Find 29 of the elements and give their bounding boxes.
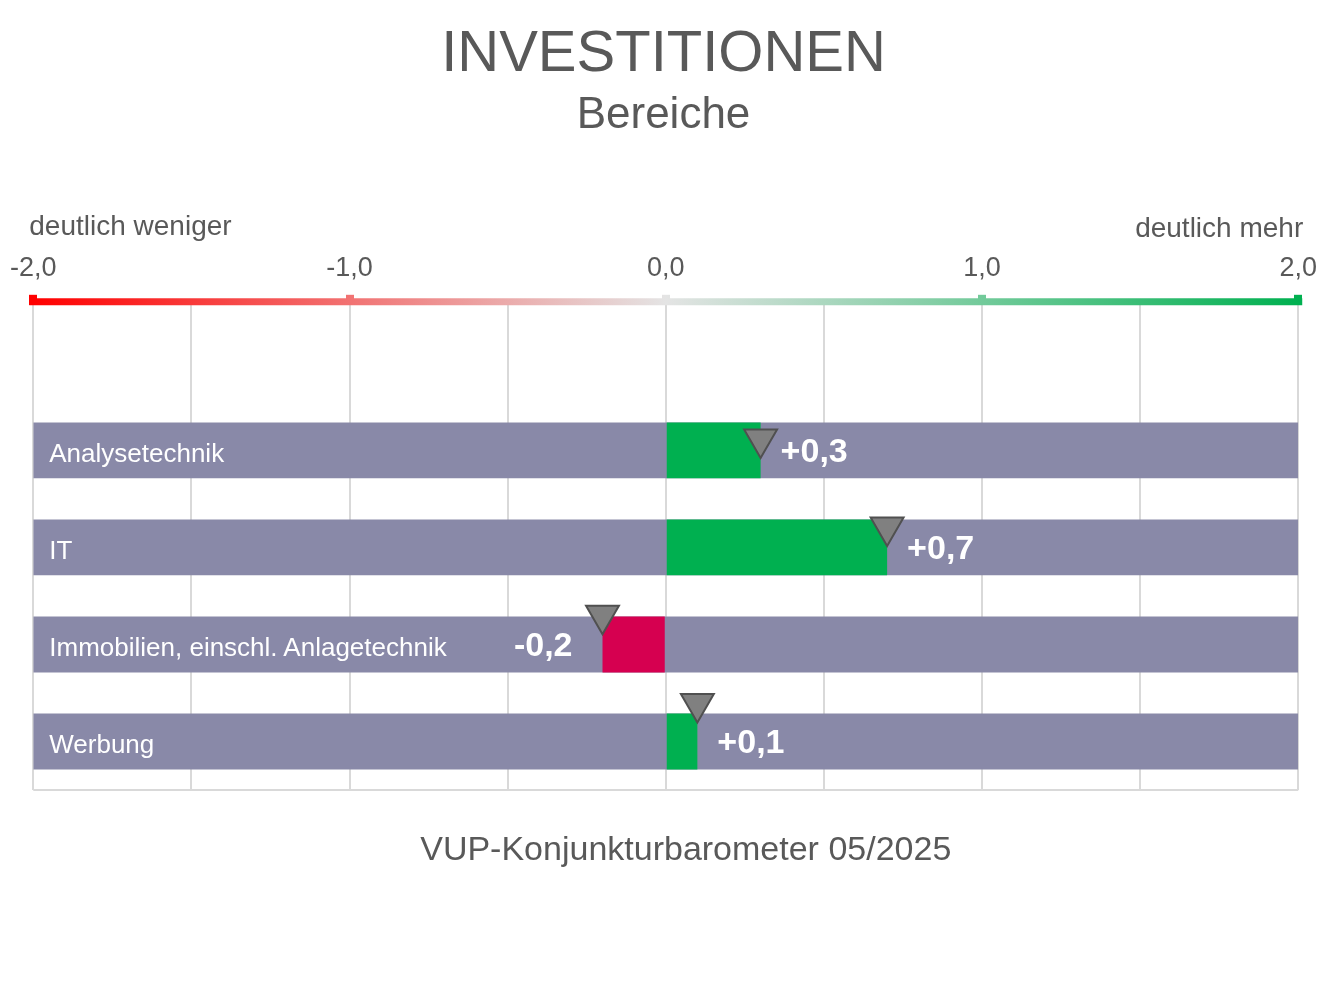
text: deutlich weniger	[29, 209, 232, 241]
bar	[666, 422, 761, 479]
data-label: +0,7	[907, 527, 975, 566]
x-tick-label: -1,0	[326, 252, 373, 283]
y-tick-label: Immobilien, einschl. Anlagetechnik	[49, 631, 448, 662]
text: VUP-Konjunkturbarometer 05/2025	[420, 829, 952, 868]
x-tick-label: 2,0	[1279, 252, 1318, 283]
y-tick-label: Werbung	[49, 728, 155, 759]
chart-subtitle: Bereiche	[576, 88, 751, 138]
text: deutlich mehr	[1135, 211, 1304, 243]
chart-title: INVESTITIONEN	[441, 17, 886, 83]
data-label: +0,1	[717, 721, 785, 760]
bar	[33, 616, 1299, 673]
x-tick-label: -2,0	[10, 252, 57, 283]
bar	[33, 713, 1299, 770]
point	[585, 604, 620, 636]
bar	[666, 713, 698, 770]
point	[869, 516, 905, 548]
bar	[33, 422, 1299, 479]
bar	[666, 519, 888, 576]
x-tick-label: 0,0	[646, 252, 685, 283]
bar	[602, 616, 665, 673]
y-tick-label: IT	[49, 534, 73, 565]
point	[743, 428, 779, 459]
data-label: +0,3	[780, 430, 848, 469]
x-tick-label: 1,0	[963, 252, 1001, 283]
y-tick-label: Analysetechnik	[49, 437, 226, 468]
point	[679, 693, 715, 724]
data-label: -0,2	[513, 624, 573, 663]
